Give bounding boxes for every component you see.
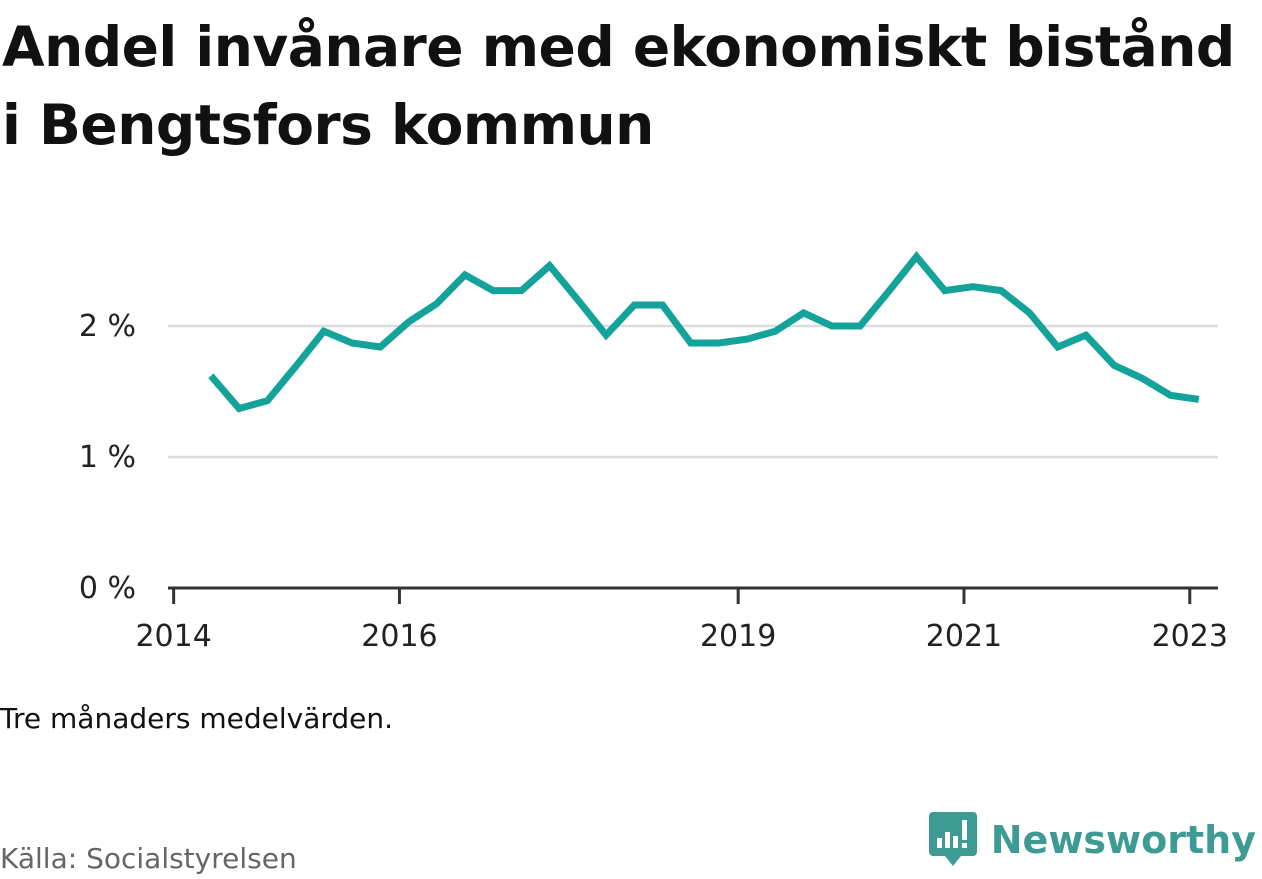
source-credit: Källa: Socialstyrelsen (0, 842, 297, 875)
series-line (208, 251, 1200, 413)
x-tick-label: 2019 (700, 619, 776, 654)
y-tick-label: 0 % (79, 571, 136, 606)
brand-logo[interactable]: Newsworthy (927, 805, 1256, 875)
line-chart: 0 % 1 % 2 % 2014 2016 2019 2021 2023 (79, 251, 1228, 654)
y-axis-labels: 0 % 1 % 2 % (79, 309, 136, 606)
x-tick-label: 2021 (926, 619, 1002, 654)
chart-title: Andel invånare med ekonomiskt bistånd i … (2, 15, 1235, 157)
y-tick-label: 1 % (79, 440, 136, 475)
chart-note: Tre månaders medelvärden. (0, 702, 394, 735)
series-layer (208, 251, 1200, 413)
x-axis-labels: 2014 2016 2019 2021 2023 (135, 619, 1227, 654)
x-tick-label: 2014 (135, 619, 211, 654)
y-tick-label: 2 % (79, 309, 136, 344)
brand-name: Newsworthy (990, 818, 1256, 862)
x-axis (168, 586, 1218, 604)
x-tick-label: 2016 (361, 619, 437, 654)
newsworthy-chart-bubble-icon (928, 812, 977, 866)
x-tick-label: 2023 (1152, 619, 1228, 654)
